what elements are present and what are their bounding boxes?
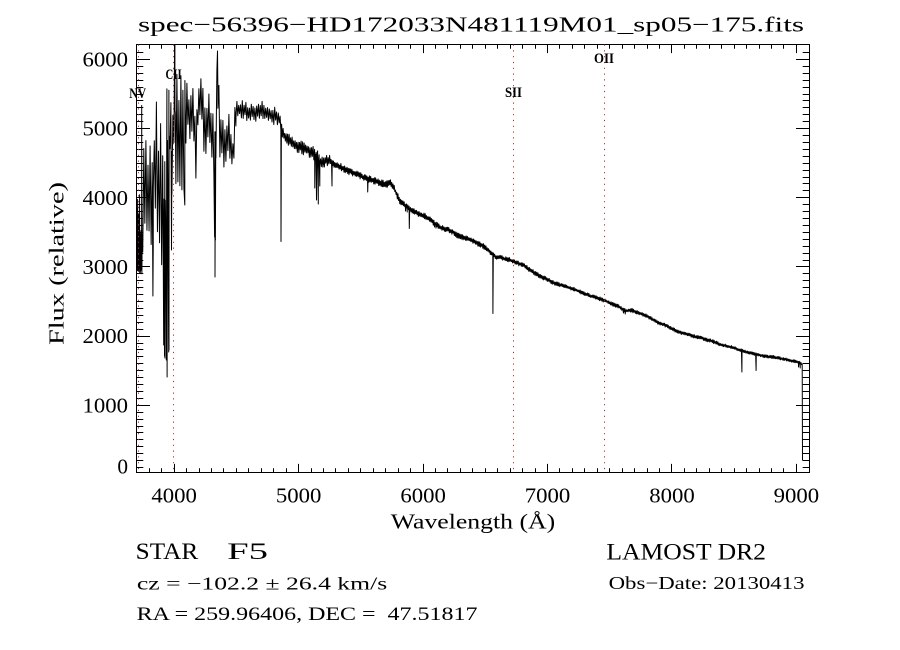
svg-text:LAMOST DR2: LAMOST DR2 [606,540,766,566]
svg-text:3000: 3000 [83,255,129,279]
svg-text:6000: 6000 [400,484,446,508]
svg-text:Obs−Date: 20130413: Obs−Date: 20130413 [609,573,805,593]
svg-text:4000: 4000 [151,484,197,508]
svg-text:NV: NV [129,86,146,102]
svg-text:5000: 5000 [83,117,129,141]
svg-text:SII: SII [505,85,522,101]
svg-text:spec−56396−HD172033N481119M01_: spec−56396−HD172033N481119M01_sp05−175.f… [138,13,804,37]
svg-text:4000: 4000 [83,186,129,210]
svg-text:cz = −102.2 ± 26.4 km/s: cz = −102.2 ± 26.4 km/s [137,573,387,593]
svg-text:6000: 6000 [83,48,129,72]
svg-text:8000: 8000 [649,484,695,508]
svg-text:7000: 7000 [525,484,571,508]
svg-text:OII: OII [594,51,614,67]
svg-text:STAR: STAR [136,539,199,565]
svg-text:1000: 1000 [83,393,129,417]
svg-text:RA = 259.96406, DEC = 47.5181: RA = 259.96406, DEC = 47.51817 [137,605,478,625]
svg-text:Wavelength (Å): Wavelength (Å) [391,510,555,534]
svg-text:F5: F5 [227,539,268,565]
svg-text:5000: 5000 [276,484,322,508]
svg-text:CII: CII [166,67,182,83]
svg-text:2000: 2000 [83,324,129,348]
svg-text:9000: 9000 [774,484,820,508]
svg-text:0: 0 [117,454,128,478]
svg-text:Flux (relative): Flux (relative) [45,182,69,345]
